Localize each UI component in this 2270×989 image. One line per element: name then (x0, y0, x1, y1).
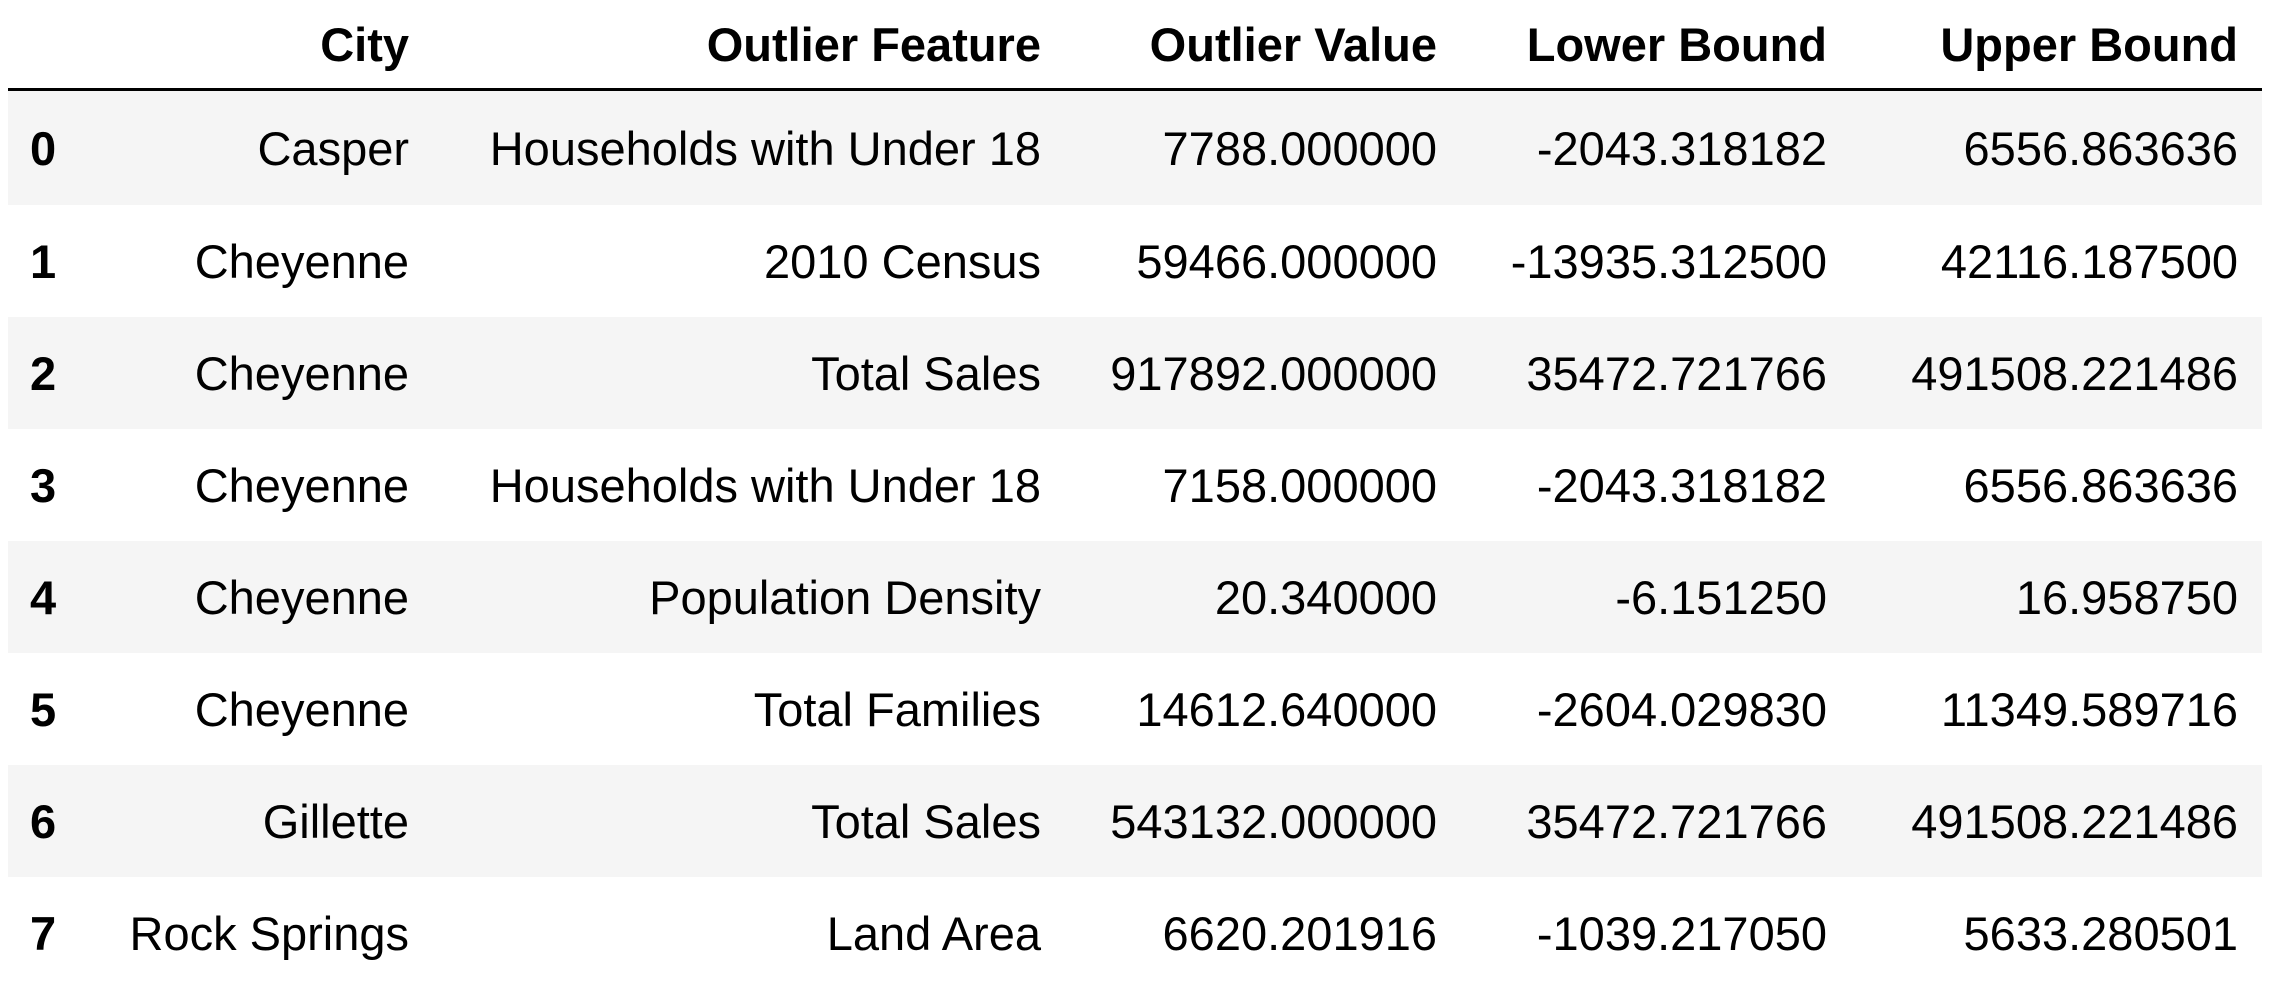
cell-lower-bound: 35472.721766 (1461, 317, 1851, 429)
cell-lower-bound: -2043.318182 (1461, 90, 1851, 206)
cell-outlier-feature: 2010 Census (433, 205, 1065, 317)
table-row: 1 Cheyenne 2010 Census 59466.000000 -139… (8, 205, 2262, 317)
cell-outlier-feature: Households with Under 18 (433, 429, 1065, 541)
cell-outlier-feature: Total Sales (433, 317, 1065, 429)
table-header: City Outlier Feature Outlier Value Lower… (8, 0, 2262, 90)
cell-lower-bound: -1039.217050 (1461, 877, 1851, 989)
cell-city: Cheyenne (78, 541, 433, 653)
cell-city: Cheyenne (78, 429, 433, 541)
header-index (8, 0, 78, 90)
row-index: 2 (8, 317, 78, 429)
table-body: 0 Casper Households with Under 18 7788.0… (8, 90, 2262, 989)
header-outlier-feature: Outlier Feature (433, 0, 1065, 90)
table-row: 0 Casper Households with Under 18 7788.0… (8, 90, 2262, 206)
table-row: 4 Cheyenne Population Density 20.340000 … (8, 541, 2262, 653)
cell-city: Rock Springs (78, 877, 433, 989)
cell-upper-bound: 6556.863636 (1851, 429, 2262, 541)
cell-outlier-value: 917892.000000 (1065, 317, 1461, 429)
row-index: 0 (8, 90, 78, 206)
cell-lower-bound: -6.151250 (1461, 541, 1851, 653)
cell-lower-bound: -13935.312500 (1461, 205, 1851, 317)
cell-city: Gillette (78, 765, 433, 877)
header-lower-bound: Lower Bound (1461, 0, 1851, 90)
row-index: 3 (8, 429, 78, 541)
cell-outlier-feature: Land Area (433, 877, 1065, 989)
row-index: 1 (8, 205, 78, 317)
cell-upper-bound: 491508.221486 (1851, 765, 2262, 877)
cell-city: Casper (78, 90, 433, 206)
cell-outlier-feature: Total Sales (433, 765, 1065, 877)
cell-lower-bound: -2604.029830 (1461, 653, 1851, 765)
header-outlier-value: Outlier Value (1065, 0, 1461, 90)
table-row: 2 Cheyenne Total Sales 917892.000000 354… (8, 317, 2262, 429)
table-row: 6 Gillette Total Sales 543132.000000 354… (8, 765, 2262, 877)
cell-upper-bound: 6556.863636 (1851, 90, 2262, 206)
cell-outlier-value: 59466.000000 (1065, 205, 1461, 317)
cell-lower-bound: -2043.318182 (1461, 429, 1851, 541)
dataframe-output: City Outlier Feature Outlier Value Lower… (8, 0, 2262, 989)
table-row: 5 Cheyenne Total Families 14612.640000 -… (8, 653, 2262, 765)
row-index: 6 (8, 765, 78, 877)
cell-outlier-value: 543132.000000 (1065, 765, 1461, 877)
header-city: City (78, 0, 433, 90)
table-row: 3 Cheyenne Households with Under 18 7158… (8, 429, 2262, 541)
cell-outlier-feature: Total Families (433, 653, 1065, 765)
row-index: 7 (8, 877, 78, 989)
cell-city: Cheyenne (78, 205, 433, 317)
cell-city: Cheyenne (78, 317, 433, 429)
row-index: 5 (8, 653, 78, 765)
cell-upper-bound: 16.958750 (1851, 541, 2262, 653)
cell-outlier-value: 7788.000000 (1065, 90, 1461, 206)
cell-outlier-value: 6620.201916 (1065, 877, 1461, 989)
cell-upper-bound: 5633.280501 (1851, 877, 2262, 989)
cell-outlier-feature: Population Density (433, 541, 1065, 653)
header-row: City Outlier Feature Outlier Value Lower… (8, 0, 2262, 90)
outlier-table: City Outlier Feature Outlier Value Lower… (8, 0, 2262, 989)
cell-upper-bound: 491508.221486 (1851, 317, 2262, 429)
cell-outlier-value: 14612.640000 (1065, 653, 1461, 765)
cell-outlier-feature: Households with Under 18 (433, 90, 1065, 206)
cell-outlier-value: 7158.000000 (1065, 429, 1461, 541)
cell-upper-bound: 11349.589716 (1851, 653, 2262, 765)
row-index: 4 (8, 541, 78, 653)
cell-city: Cheyenne (78, 653, 433, 765)
cell-outlier-value: 20.340000 (1065, 541, 1461, 653)
cell-lower-bound: 35472.721766 (1461, 765, 1851, 877)
header-upper-bound: Upper Bound (1851, 0, 2262, 90)
cell-upper-bound: 42116.187500 (1851, 205, 2262, 317)
table-row: 7 Rock Springs Land Area 6620.201916 -10… (8, 877, 2262, 989)
